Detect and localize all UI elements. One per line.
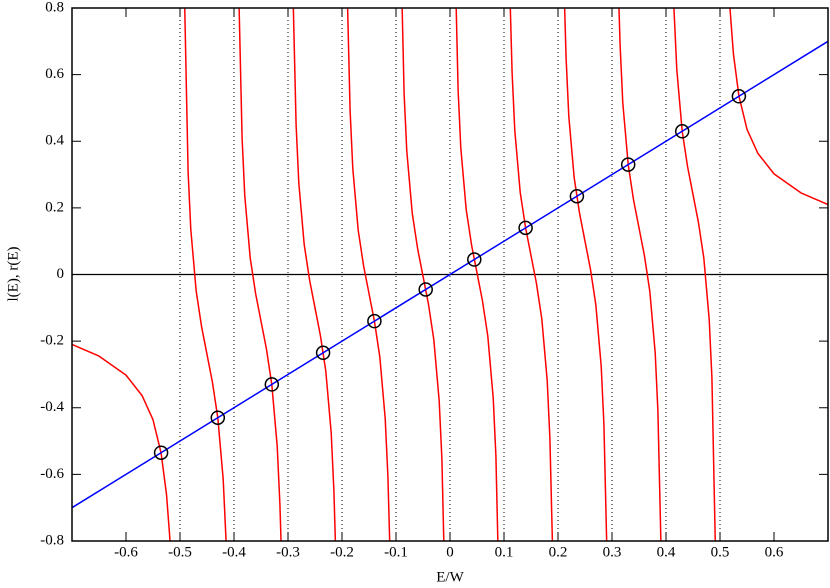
- x-tick-label: -0.1: [384, 544, 408, 560]
- x-tick-label: 0.2: [549, 544, 568, 560]
- x-tick-label: -0.5: [168, 544, 192, 560]
- x-tick-label: 0.5: [711, 544, 730, 560]
- y-tick-label: 0.6: [45, 66, 64, 82]
- y-axis-label: l(E), r(E): [5, 247, 21, 302]
- y-tick-label: 0.2: [45, 199, 64, 215]
- intersection-marker: [367, 313, 382, 329]
- intersection-marker: [569, 188, 585, 204]
- intersection-marker: [467, 252, 482, 267]
- y-tick-label: 0.4: [45, 133, 64, 149]
- x-tick-label: 0.4: [657, 544, 676, 560]
- x-tick-label: -0.2: [330, 544, 354, 560]
- x-tick-label: -0.3: [276, 544, 300, 560]
- y-tick-label: 0.8: [45, 0, 64, 15]
- x-tick-label: -0.6: [114, 544, 138, 560]
- x-tick-label: 0.1: [495, 544, 514, 560]
- x-tick-label: -0.4: [222, 544, 246, 560]
- intersection-marker: [264, 377, 280, 392]
- series-line: [71, 40, 829, 509]
- y-tick-label: 0: [57, 266, 65, 282]
- x-tick-label: 0.6: [765, 544, 784, 560]
- intersection-marker: [518, 220, 533, 236]
- x-tick-label: 0.3: [603, 544, 622, 560]
- intersection-marker: [674, 124, 690, 139]
- plot-frame: [71, 7, 829, 542]
- x-axis-label: E/W: [436, 569, 464, 585]
- x-tick-label: 0: [446, 544, 454, 560]
- series-line: [71, 7, 829, 542]
- y-tick-label: -0.6: [40, 466, 64, 482]
- intersection-marker: [620, 157, 636, 172]
- y-tick-label: -0.4: [40, 399, 64, 415]
- intersection-marker: [153, 445, 169, 460]
- y-tick-label: -0.8: [40, 532, 64, 548]
- intersection-marker: [210, 410, 226, 425]
- intersection-marker: [315, 345, 331, 361]
- y-tick-label: -0.2: [40, 333, 64, 349]
- intersection-marker: [731, 89, 747, 104]
- intersection-marker: [418, 282, 433, 297]
